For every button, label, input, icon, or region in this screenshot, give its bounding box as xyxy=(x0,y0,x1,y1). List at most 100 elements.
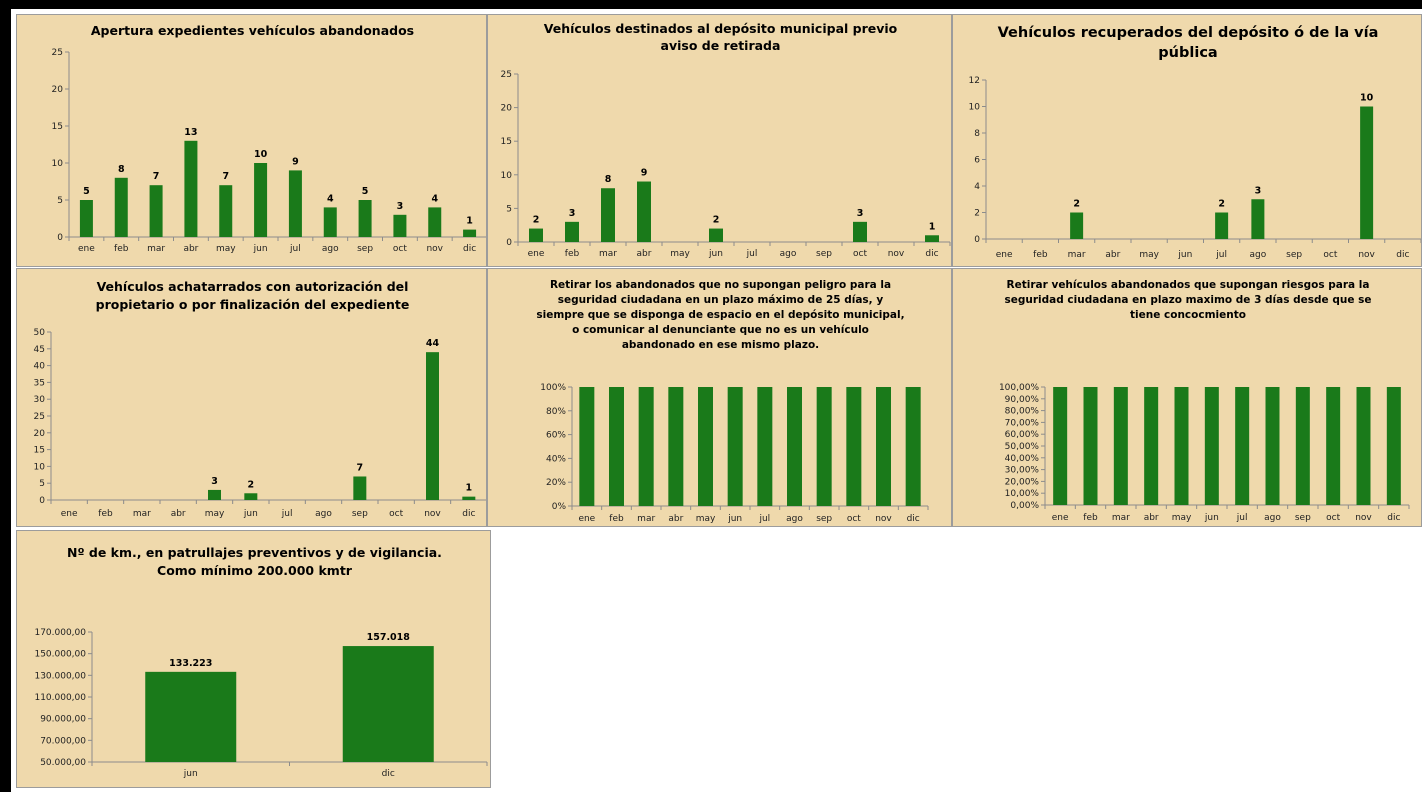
x-tick-label-mar: mar xyxy=(1112,513,1130,523)
x-tick-label-ene: ene xyxy=(1052,513,1069,523)
chart-title-line: Como mínimo 200.000 kmtr xyxy=(157,563,353,578)
x-tick-label-sep: sep xyxy=(357,244,373,254)
x-tick-label-may: may xyxy=(1139,250,1159,260)
y-tick-label: 5 xyxy=(39,479,45,489)
y-tick-label: 0 xyxy=(506,238,512,248)
bar-sep xyxy=(1295,387,1310,505)
bar-feb xyxy=(609,387,624,506)
data-label-abr: 13 xyxy=(184,127,197,138)
data-label-dic: 1 xyxy=(929,221,936,232)
bar-abr xyxy=(668,387,684,506)
x-tick-label-oct: oct xyxy=(1323,250,1337,260)
x-tick-label-mar: mar xyxy=(637,514,655,524)
y-tick-label: 20% xyxy=(546,478,566,488)
x-tick-label-ene: ene xyxy=(578,514,595,524)
y-tick-label: 90,00% xyxy=(1005,395,1040,405)
chart-panel-vehiculos-destinados-deposito: Vehículos destinados al depósito municip… xyxy=(487,14,952,267)
x-tick-label-jun: jun xyxy=(1204,513,1219,523)
y-tick-label: 60% xyxy=(546,431,566,441)
x-tick-label-oct: oct xyxy=(853,249,867,259)
y-tick-label: 10 xyxy=(52,159,64,169)
x-tick-label-nov: nov xyxy=(424,509,441,519)
x-tick-label-dic: dic xyxy=(1387,513,1400,523)
chart-title-line: pública xyxy=(1158,45,1217,61)
bar-sep xyxy=(816,387,832,506)
y-tick-label: 0% xyxy=(552,502,567,512)
y-tick-label: 150.000,00 xyxy=(34,650,86,660)
x-tick-label-jun: jun xyxy=(727,514,742,524)
bar-abr xyxy=(184,140,198,237)
x-tick-label-ene: ene xyxy=(61,509,78,519)
x-tick-label-ago: ago xyxy=(1250,250,1267,260)
y-tick-label: 20 xyxy=(52,85,64,95)
y-tick-label: 2 xyxy=(974,209,980,219)
x-tick-label-feb: feb xyxy=(114,244,129,254)
y-tick-label: 0,00% xyxy=(1010,501,1039,511)
bar-mar xyxy=(149,185,163,237)
data-label-nov: 44 xyxy=(426,338,440,349)
y-tick-label: 70.000,00 xyxy=(40,736,86,746)
y-tick-label: 25 xyxy=(501,70,512,80)
data-label-may: 7 xyxy=(222,171,229,182)
bar-oct xyxy=(393,214,407,237)
bar-ago xyxy=(1251,199,1265,239)
chart-panel-km-patrullajes: Nº de km., en patrullajes preventivos y … xyxy=(16,530,491,788)
bar-jul xyxy=(757,387,773,506)
bar-abr xyxy=(1144,387,1159,505)
chart-title-line: seguridad ciudadana en un plazo máximo d… xyxy=(558,294,884,306)
data-label-jul: 9 xyxy=(292,156,299,167)
bar-nov xyxy=(876,387,891,506)
chart-svg: Nº de km., en patrullajes preventivos y … xyxy=(34,545,488,779)
chart-title-line: Vehículos recuperados del depósito ó de … xyxy=(998,25,1379,41)
data-label-mar: 2 xyxy=(1073,199,1080,210)
x-tick-label-ago: ago xyxy=(315,509,332,519)
y-tick-label: 4 xyxy=(974,182,980,192)
chart-title-line: Retirar los abandonados que no supongan … xyxy=(550,279,891,291)
frame-left-border xyxy=(0,0,11,792)
data-label-oct: 3 xyxy=(397,201,404,212)
bar-may xyxy=(208,489,221,500)
bar-ene xyxy=(529,228,543,242)
y-tick-label: 25 xyxy=(52,48,63,58)
chart-title-line: Vehículos achatarrados con autorización … xyxy=(97,279,409,294)
x-tick-label-jun: jun xyxy=(183,769,198,779)
y-tick-label: 35 xyxy=(34,378,45,388)
bar-dic xyxy=(463,229,477,237)
x-tick-label-jun: jun xyxy=(243,509,258,519)
y-tick-label: 20 xyxy=(501,104,513,114)
data-label-may: 3 xyxy=(211,476,218,487)
chart-title-line: Apertura expedientes vehículos abandonad… xyxy=(91,23,414,38)
bar-abr xyxy=(637,181,651,242)
x-tick-label-ago: ago xyxy=(786,514,803,524)
x-tick-label-jul: jul xyxy=(1215,250,1227,260)
data-label-ago: 4 xyxy=(327,193,334,204)
data-label-oct: 3 xyxy=(857,208,864,219)
y-tick-label: 60,00% xyxy=(1005,430,1040,440)
data-label-sep: 5 xyxy=(362,186,369,197)
data-label-sep: 7 xyxy=(357,462,364,473)
x-tick-label-may: may xyxy=(1172,513,1192,523)
x-tick-label-feb: feb xyxy=(98,509,113,519)
bar-mar xyxy=(638,387,654,506)
x-tick-label-abr: abr xyxy=(637,249,652,259)
x-tick-label-feb: feb xyxy=(609,514,624,524)
bar-nov xyxy=(426,352,439,500)
x-tick-label-feb: feb xyxy=(1033,250,1048,260)
y-tick-label: 25 xyxy=(34,412,45,422)
y-tick-label: 20,00% xyxy=(1005,477,1040,487)
y-tick-label: 30,00% xyxy=(1005,466,1040,476)
bar-jun xyxy=(709,228,723,242)
x-tick-label-sep: sep xyxy=(816,514,832,524)
chart-title-line: propietario o por finalización del exped… xyxy=(96,297,410,312)
x-tick-label-sep: sep xyxy=(352,509,368,519)
x-tick-label-oct: oct xyxy=(1326,513,1340,523)
bar-ene xyxy=(79,200,93,237)
x-tick-label-jul: jul xyxy=(1236,513,1248,523)
y-tick-label: 10 xyxy=(34,462,46,472)
data-label-dic: 157.018 xyxy=(367,632,411,643)
y-tick-label: 0 xyxy=(39,496,45,506)
x-tick-label-ene: ene xyxy=(996,250,1013,260)
bar-ene xyxy=(1053,387,1068,505)
data-label-ago: 3 xyxy=(1255,185,1262,196)
bar-oct xyxy=(846,387,862,506)
